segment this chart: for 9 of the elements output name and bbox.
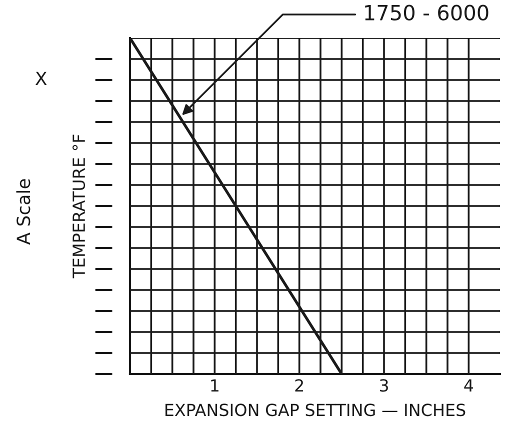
y-axis-title: TEMPERATURE °F: [72, 134, 86, 278]
text: X: [35, 72, 47, 85]
x-tick-label: 3: [380, 379, 388, 392]
x-tick-label: 4: [464, 379, 474, 392]
x-tick-label: 2: [295, 379, 303, 392]
text: 1750 - 6000: [365, 4, 488, 21]
x-tick-label: 1: [211, 379, 218, 392]
text: A Scale: [16, 179, 30, 245]
x-axis-title: EXPANSION GAP SETTING — INCHES: [166, 404, 466, 416]
